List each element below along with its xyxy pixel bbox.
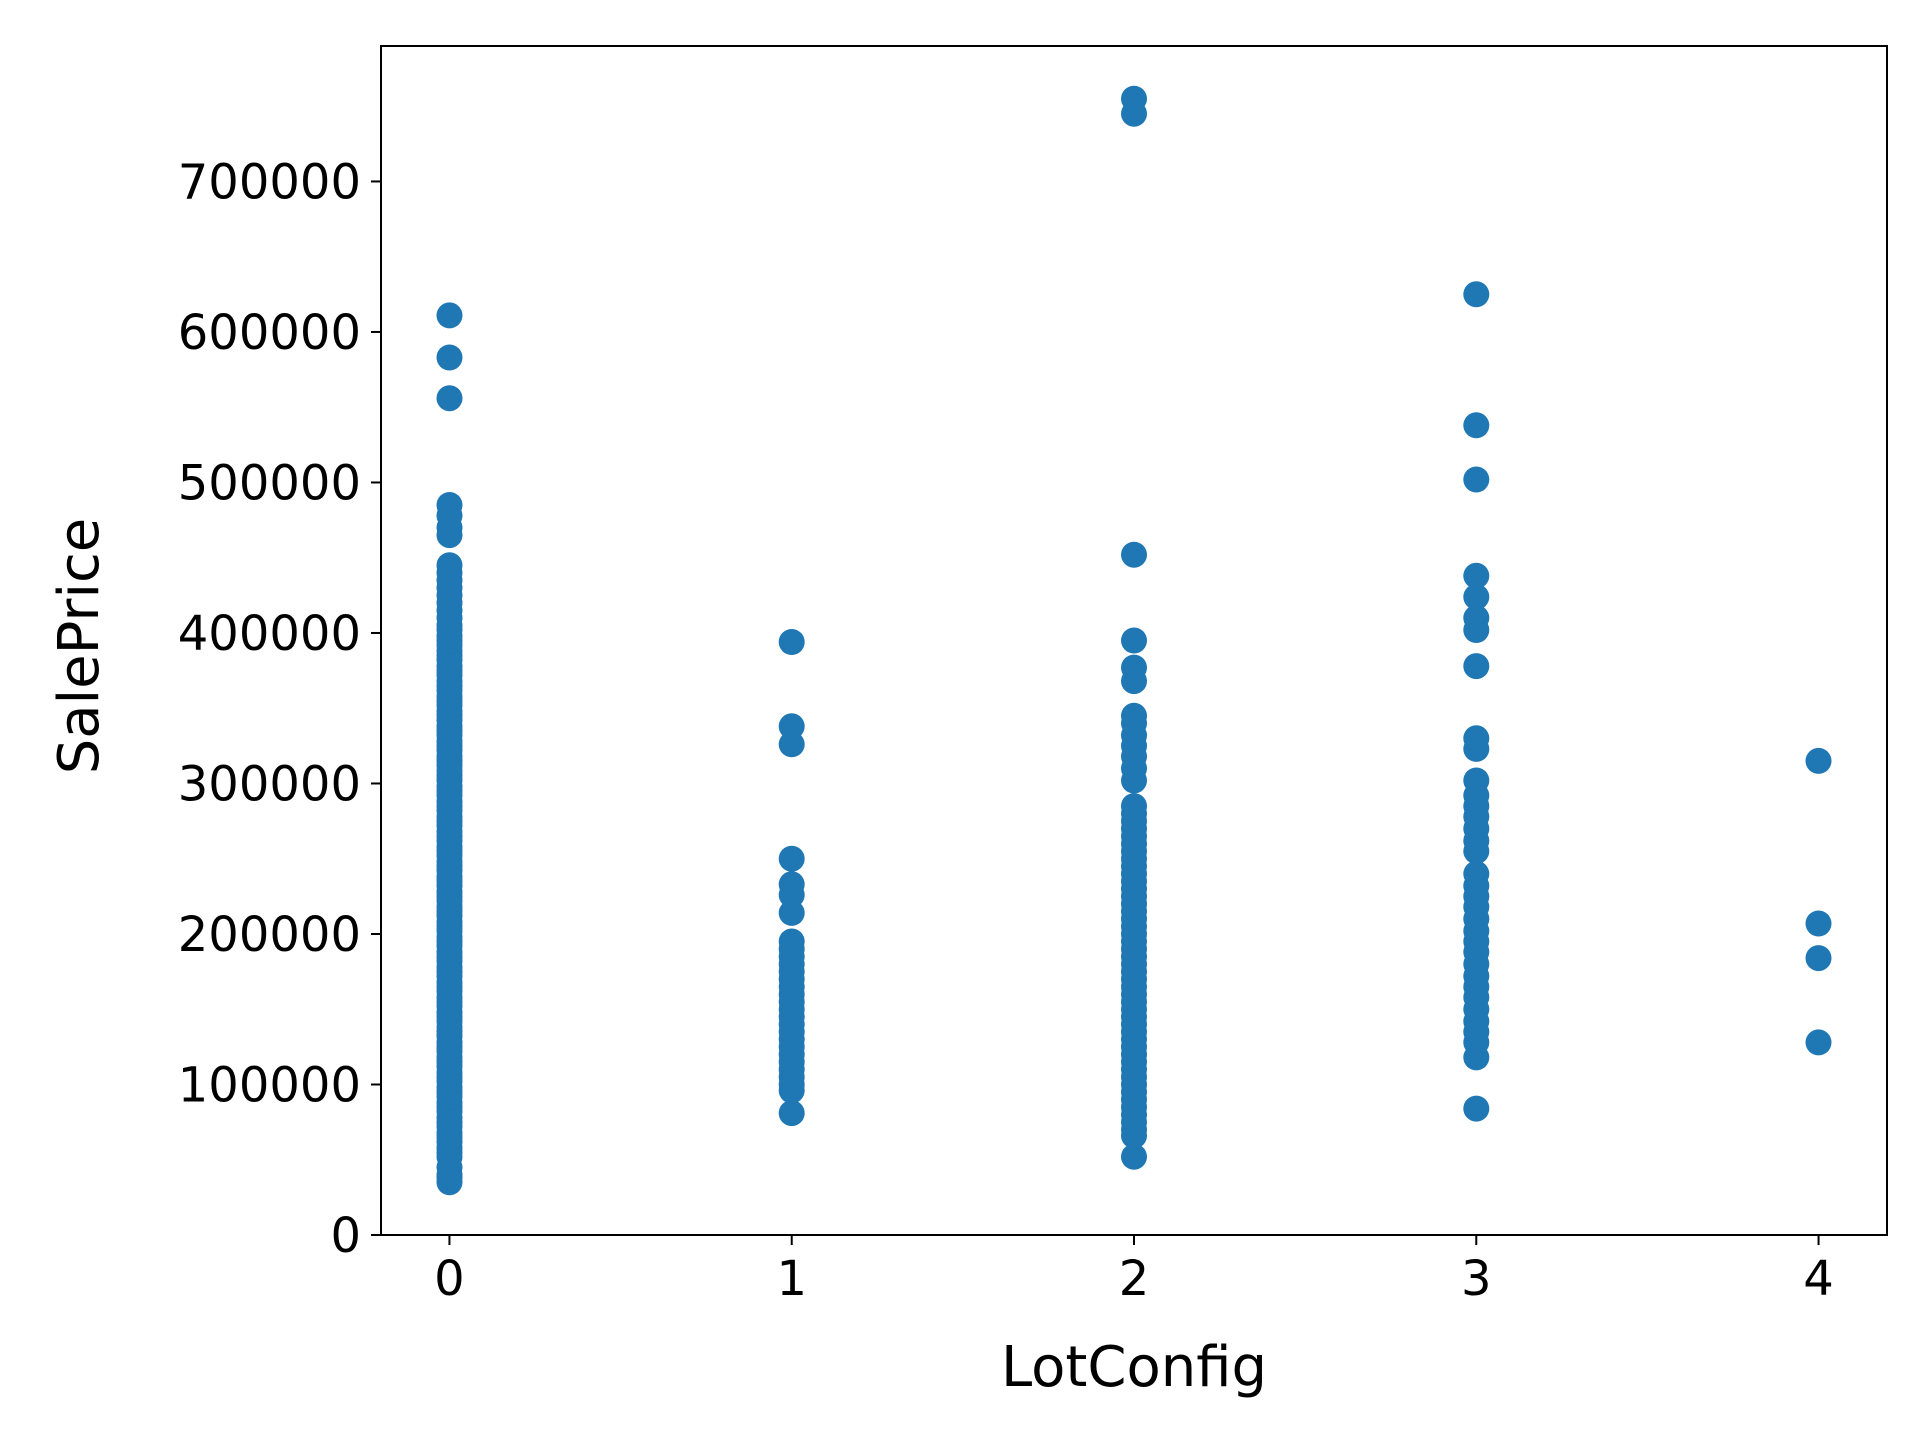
y-tick-label: 200000	[178, 907, 361, 963]
data-point	[1121, 627, 1147, 654]
data-point	[1463, 653, 1490, 680]
y-tick-label: 0	[330, 1208, 361, 1264]
y-axis-ticks: 0 100000 200000 300000 400000 500000 600000 700…	[178, 154, 381, 1264]
data-point	[1463, 767, 1490, 794]
x-tick-label: 0	[434, 1251, 465, 1307]
y-tick-label: 300000	[178, 756, 361, 812]
data-point	[1805, 910, 1832, 937]
data-point	[778, 629, 805, 655]
x-axis-ticks: 0 1 2 3 4	[434, 1235, 1834, 1307]
y-tick-label: 600000	[178, 305, 361, 361]
data-point	[778, 1100, 805, 1127]
y-tick-label: 400000	[178, 606, 361, 662]
y-axis-label: SalePrice	[47, 518, 112, 774]
data-point	[436, 492, 463, 518]
data-point	[1463, 412, 1490, 439]
data-point	[1463, 604, 1490, 631]
y-tick-label: 500000	[178, 455, 361, 511]
data-point	[1463, 562, 1490, 589]
data-point	[778, 871, 805, 898]
x-tick-label: 2	[1119, 1251, 1150, 1307]
data-point	[1121, 793, 1147, 820]
x-axis-label: LotConfig	[1001, 1335, 1267, 1400]
data-point	[1121, 702, 1147, 729]
data-point	[1463, 725, 1490, 752]
data-point	[1463, 860, 1490, 887]
y-tick-label: 100000	[178, 1057, 361, 1113]
data-point	[436, 344, 463, 371]
data-point	[1805, 1029, 1832, 1056]
data-point	[1463, 466, 1490, 493]
data-point	[436, 302, 463, 329]
data-point	[1463, 583, 1490, 610]
data-point	[778, 713, 805, 740]
y-tick-label: 700000	[178, 154, 361, 210]
data-point	[436, 552, 463, 579]
data-points	[436, 85, 1832, 1196]
data-point	[778, 731, 805, 758]
x-tick-label: 1	[776, 1251, 807, 1307]
x-tick-label: 3	[1461, 1251, 1492, 1307]
x-tick-label: 4	[1803, 1251, 1834, 1307]
data-point	[1121, 85, 1147, 112]
data-point	[436, 385, 463, 412]
data-point	[778, 899, 805, 926]
data-point	[1463, 1095, 1490, 1122]
data-point	[1121, 654, 1147, 681]
data-point	[1121, 1143, 1147, 1170]
data-point	[778, 928, 805, 955]
data-point	[1121, 541, 1147, 568]
data-point	[778, 845, 805, 872]
data-point	[1805, 747, 1832, 774]
data-point	[1805, 945, 1832, 972]
data-point	[1463, 281, 1490, 308]
